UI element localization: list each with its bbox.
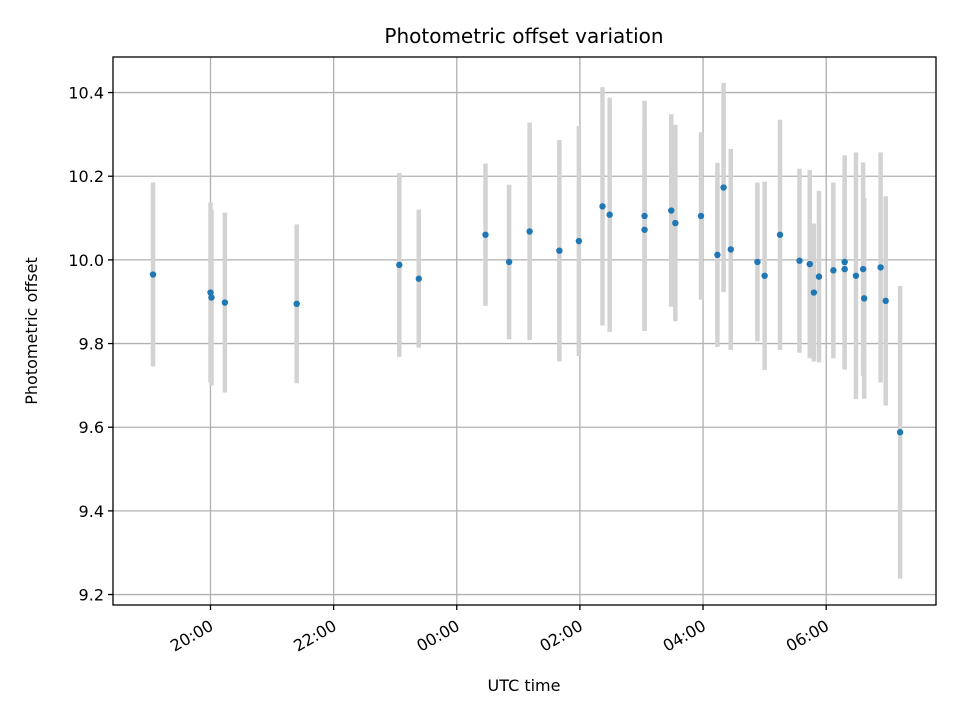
chart-title: Photometric offset variation (384, 24, 663, 48)
data-point (860, 295, 868, 302)
x-tick-label: 02:00 (536, 616, 585, 656)
data-point (754, 258, 761, 266)
data-point (641, 212, 648, 220)
data-point (859, 265, 867, 273)
data-point (830, 267, 837, 274)
data-point (293, 300, 300, 308)
data-point (672, 219, 679, 227)
y-tick-label: 10.0 (68, 251, 104, 270)
data-point (761, 272, 768, 279)
data-point (896, 429, 904, 436)
data-point (396, 261, 403, 269)
y-tick-label: 9.2 (79, 586, 104, 605)
y-tick-label: 10.4 (68, 84, 104, 103)
data-point (606, 211, 613, 218)
x-tick-label: 00:00 (413, 616, 462, 656)
data-point (668, 207, 675, 214)
y-tick-label: 9.8 (79, 335, 104, 354)
data-point (208, 294, 215, 301)
data-point (149, 271, 157, 278)
data-point (852, 272, 860, 279)
plot-frame (112, 56, 937, 606)
data-point (882, 297, 889, 305)
x-tick-label: 06:00 (783, 616, 832, 656)
data-point (599, 203, 606, 210)
y-axis-label: Photometric offset (22, 257, 41, 405)
data-point (796, 257, 803, 264)
data-point (776, 231, 784, 238)
data-point (841, 258, 848, 266)
error-bars (150, 82, 903, 579)
data-point (575, 237, 583, 245)
data-point (877, 264, 884, 271)
data-point (815, 273, 823, 280)
data-point (505, 258, 513, 266)
y-tick-label: 9.4 (79, 502, 104, 521)
data-point (841, 265, 848, 273)
data-point (221, 299, 229, 306)
data-point (415, 275, 423, 282)
y-tick-label: 10.2 (68, 167, 104, 186)
data-point (806, 260, 813, 268)
data-point (714, 251, 721, 259)
x-tick-label: 04:00 (660, 616, 709, 656)
data-point (482, 231, 489, 238)
data-point (727, 246, 734, 253)
y-tick-label: 9.6 (79, 418, 104, 437)
data-point (810, 289, 818, 296)
x-tick-label: 22:00 (290, 616, 339, 656)
data-point (207, 289, 214, 296)
data-points (149, 184, 904, 436)
data-point (526, 228, 533, 235)
x-axis-label: UTC time (488, 676, 561, 695)
data-point (697, 212, 705, 220)
data-point (720, 184, 727, 191)
data-point (641, 226, 648, 233)
x-tick-label: 20:00 (167, 616, 216, 656)
data-point (556, 247, 563, 254)
